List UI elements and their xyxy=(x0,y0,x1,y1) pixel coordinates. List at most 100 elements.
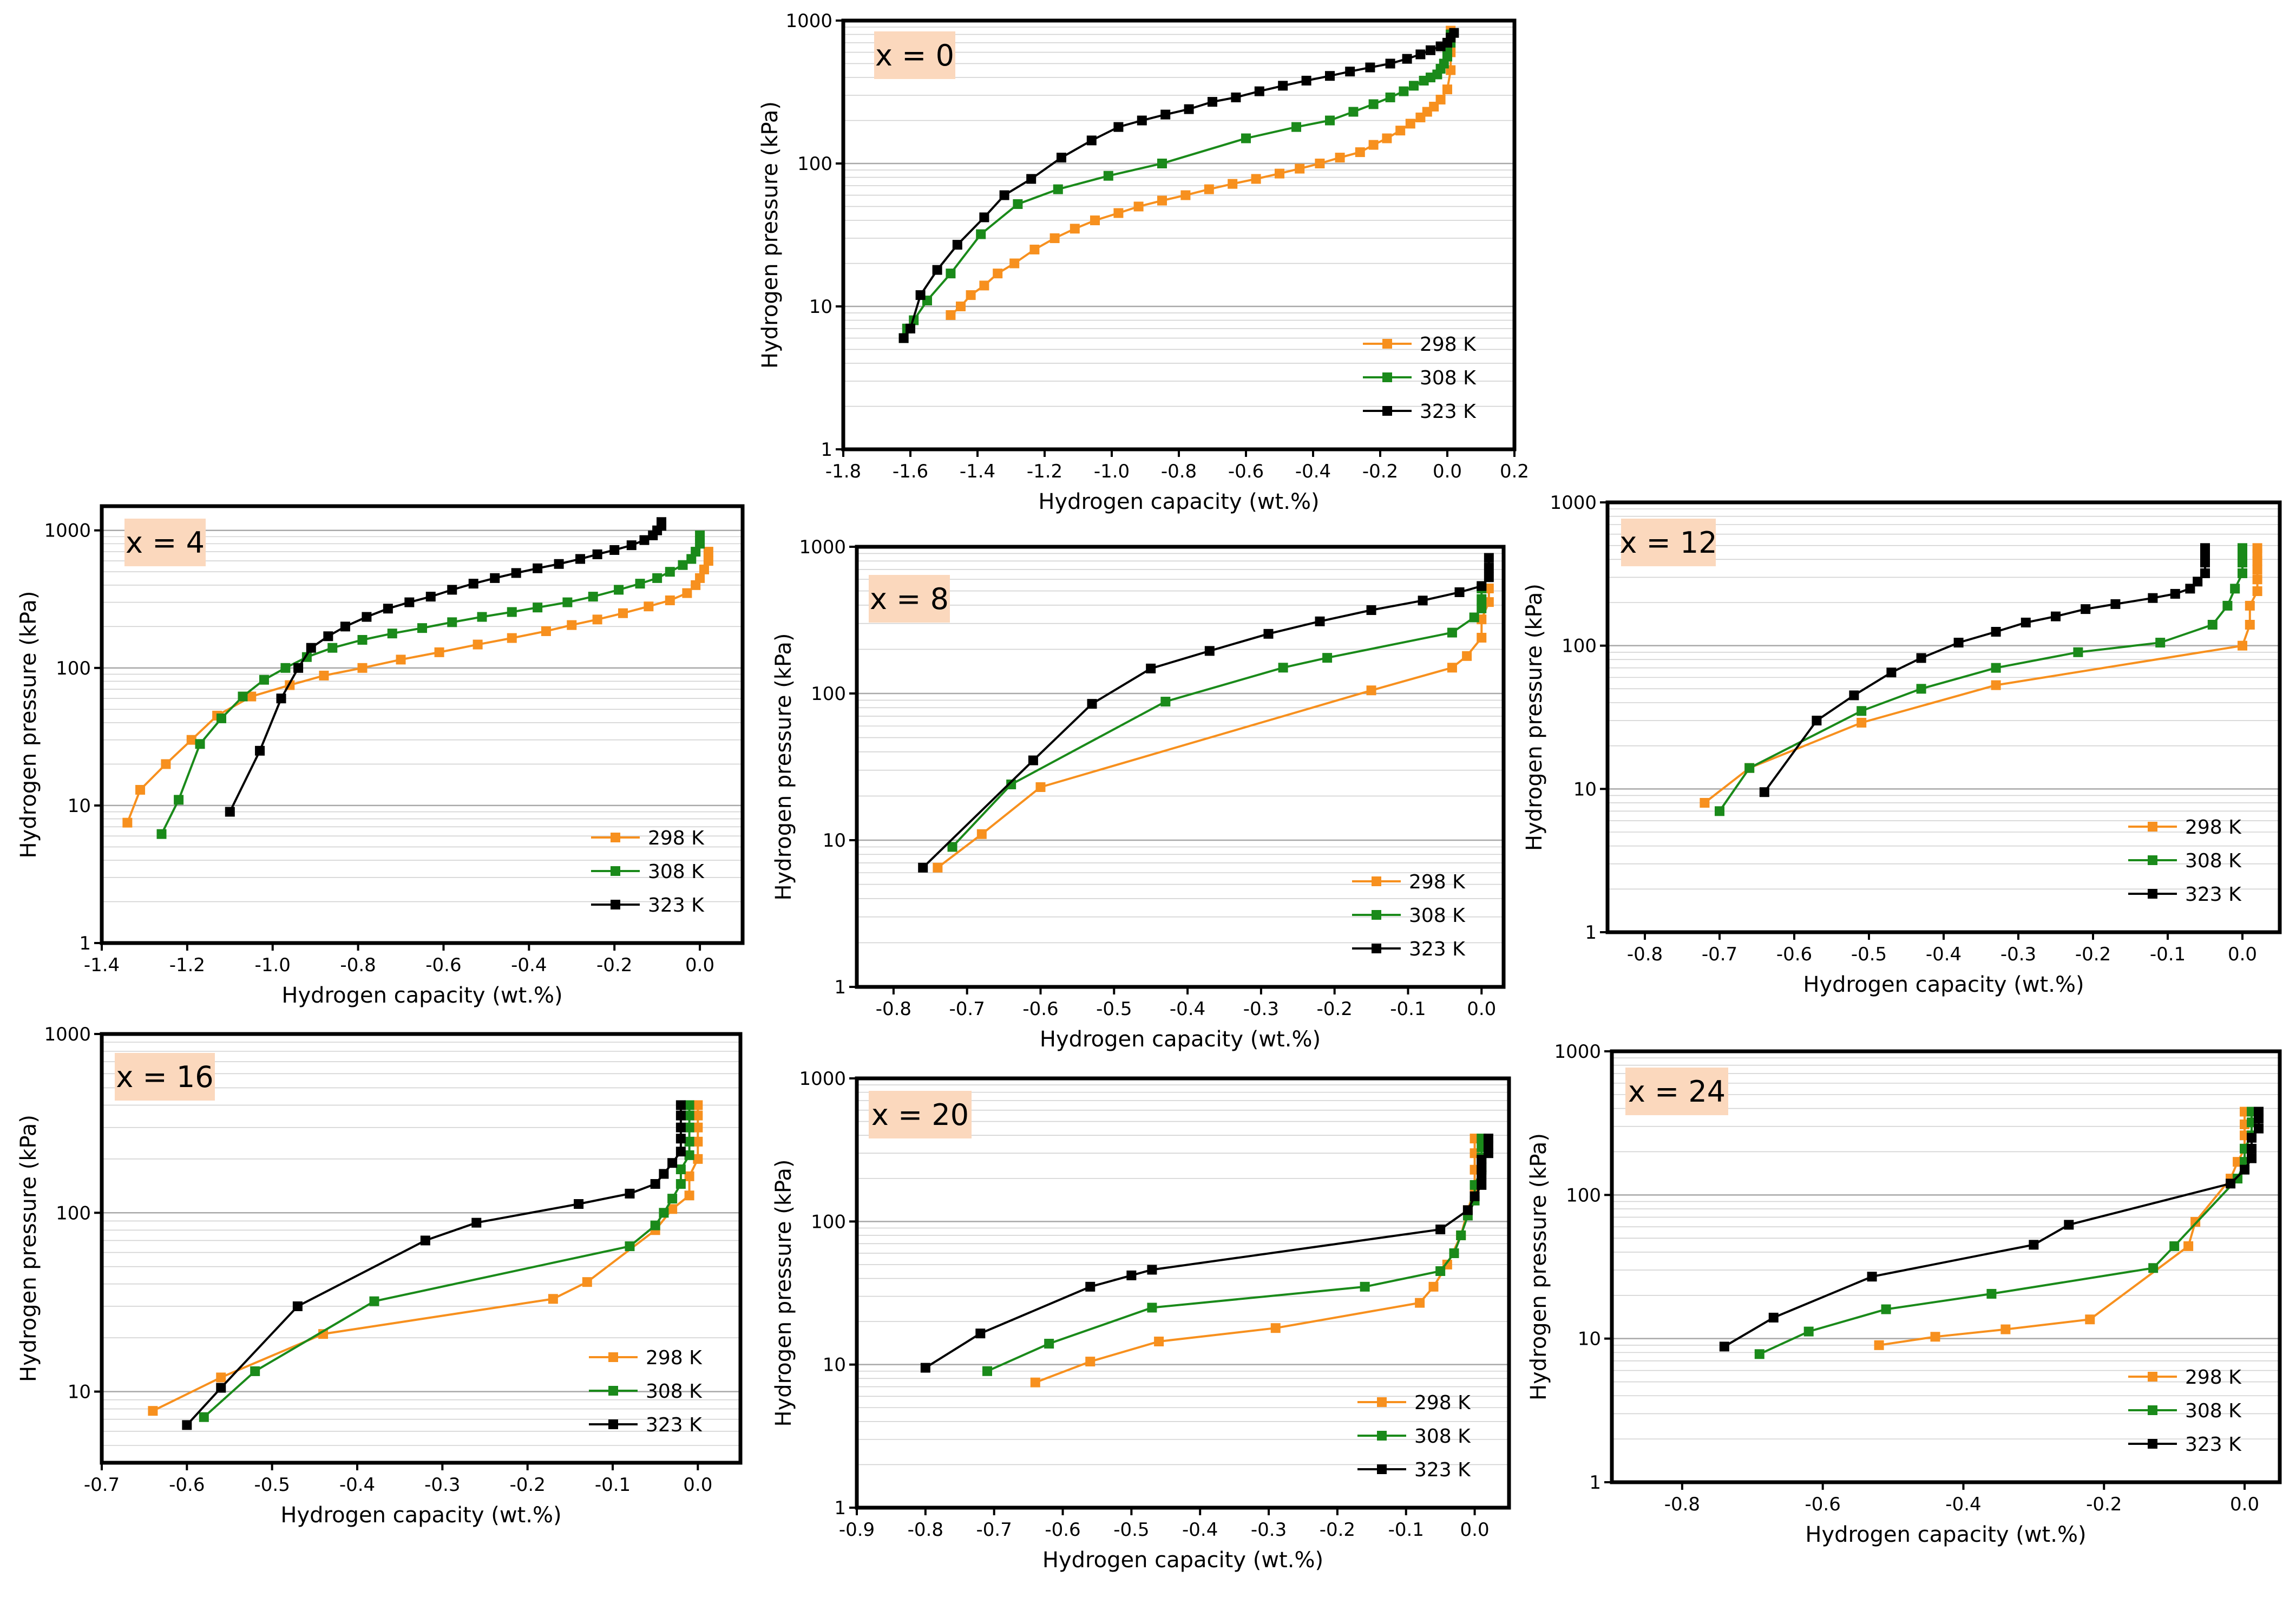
x-tick-label: -0.8 xyxy=(1664,1494,1700,1515)
data-point xyxy=(1454,587,1465,597)
data-point xyxy=(1090,215,1100,226)
data-point xyxy=(2200,543,2210,553)
data-point xyxy=(1426,45,1435,55)
series-298k xyxy=(1030,1134,1480,1387)
x-tick-label: -0.6 xyxy=(169,1474,205,1496)
x-tick-label: -1.0 xyxy=(1094,461,1130,482)
legend-item: 308 K xyxy=(591,861,705,883)
x-tick-label: -0.6 xyxy=(1776,944,1812,965)
grid xyxy=(857,1084,1509,1509)
data-point xyxy=(1409,81,1419,91)
data-point xyxy=(225,807,235,817)
data-point xyxy=(2247,1153,2257,1163)
data-point xyxy=(1103,171,1113,181)
legend-label: 308 K xyxy=(1414,1425,1471,1448)
data-point xyxy=(1916,684,1926,694)
legend-label: 308 K xyxy=(2185,850,2242,872)
x-axis-label: Hydrogen capacity (wt.%) xyxy=(1038,489,1319,514)
x-axis-label: Hydrogen capacity (wt.%) xyxy=(1040,1027,1321,1052)
x-tick-label: 0.0 xyxy=(1467,998,1496,1020)
x-tick-label: -1.4 xyxy=(960,461,995,482)
x-tick-label: 0.0 xyxy=(685,954,714,976)
data-point xyxy=(1325,71,1335,81)
data-point xyxy=(1435,1266,1446,1277)
data-point xyxy=(2200,568,2210,578)
legend-swatch-marker xyxy=(611,833,620,842)
data-point xyxy=(1986,1288,1997,1299)
y-axis-label: Hydrogen pressure (kPa) xyxy=(16,1115,41,1382)
data-point xyxy=(357,663,368,673)
y-tick-label: 10 xyxy=(68,795,91,817)
legend-swatch-marker xyxy=(2148,1405,2157,1415)
x-tick-label: -0.3 xyxy=(2000,944,2036,965)
legend-swatch-marker xyxy=(608,1386,618,1396)
data-point xyxy=(1275,168,1284,179)
data-point xyxy=(477,612,487,622)
data-point xyxy=(1477,614,1487,625)
legend-swatch-marker xyxy=(1382,372,1392,382)
data-point xyxy=(1204,184,1214,194)
y-tick-label: 1 xyxy=(1585,922,1597,944)
x-tick-label: -0.2 xyxy=(1316,998,1352,1020)
data-point xyxy=(1366,605,1376,616)
x-tick-label: -1.4 xyxy=(84,954,120,976)
x-axis-label: Hydrogen capacity (wt.%) xyxy=(1042,1548,1323,1573)
data-point xyxy=(1291,122,1301,132)
x-tick-label: 0.0 xyxy=(1460,1519,1490,1541)
x-tick-label: -0.2 xyxy=(1362,461,1398,482)
data-point xyxy=(2240,1164,2250,1175)
data-point xyxy=(122,817,133,828)
y-tick-label: 1 xyxy=(834,977,846,998)
legend-swatch-marker xyxy=(1372,876,1381,886)
data-point xyxy=(548,1294,558,1304)
legend-swatch-marker xyxy=(1382,406,1392,416)
panel-x16: -0.7 -0.6 -0.5 -0.4 -0.3 -0.2 -0.1 0.0 10 100 1000… xyxy=(16,1024,743,1528)
data-point xyxy=(693,1154,703,1164)
y-axis-label: Hydrogen pressure (kPa) xyxy=(758,101,783,369)
grid xyxy=(102,1042,740,1463)
data-point xyxy=(1462,651,1472,661)
x-tick-label: -0.3 xyxy=(1251,1519,1287,1541)
series-line xyxy=(937,588,1490,869)
x-tick-label: -0.9 xyxy=(839,1519,875,1541)
x-tick-label: -0.5 xyxy=(1851,944,1887,965)
data-point xyxy=(1360,1281,1370,1292)
data-point xyxy=(541,626,551,636)
series-298k xyxy=(1700,543,2262,808)
data-point xyxy=(1930,1332,1940,1342)
data-point xyxy=(1368,140,1379,150)
data-point xyxy=(684,1171,694,1181)
data-point xyxy=(1049,233,1060,244)
plot-frame xyxy=(855,1076,1511,1510)
data-point xyxy=(614,585,624,595)
series-308k xyxy=(947,583,1487,852)
data-point xyxy=(2254,1107,2264,1117)
data-point xyxy=(1241,133,1251,143)
legend-label: 308 K xyxy=(1420,367,1477,389)
legend-swatch-marker xyxy=(1377,1464,1387,1474)
series-323k xyxy=(182,1100,686,1430)
data-point xyxy=(161,759,171,769)
data-point xyxy=(1180,190,1191,200)
series-line xyxy=(902,34,1452,339)
data-point xyxy=(946,310,956,320)
data-point xyxy=(975,1328,986,1339)
data-point xyxy=(667,1204,678,1214)
data-point xyxy=(976,829,987,839)
data-point xyxy=(554,559,564,569)
panel-label: x = 4 xyxy=(126,526,205,560)
data-point xyxy=(2193,577,2203,587)
data-point xyxy=(1157,159,1167,168)
data-point xyxy=(1477,581,1487,591)
data-point xyxy=(1009,258,1020,269)
data-point xyxy=(659,1169,669,1179)
y-tick-label: 1 xyxy=(821,439,832,461)
data-point xyxy=(1270,1323,1281,1333)
data-point xyxy=(2230,584,2240,594)
data-point xyxy=(1484,562,1494,573)
x-tick-label: -0.2 xyxy=(1320,1519,1355,1541)
data-point xyxy=(1231,92,1241,102)
data-point xyxy=(915,290,926,300)
grid xyxy=(1612,1057,2280,1483)
data-point xyxy=(2051,611,2061,621)
